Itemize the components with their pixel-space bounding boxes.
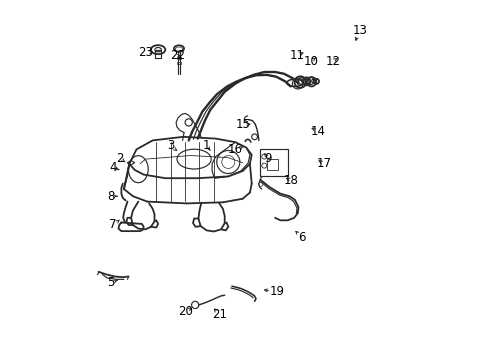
Text: 3: 3	[167, 139, 174, 152]
Bar	[155, 50, 161, 58]
Text: 4: 4	[109, 161, 117, 174]
Text: 23: 23	[138, 46, 153, 59]
Text: 17: 17	[316, 157, 330, 170]
Text: 8: 8	[107, 190, 115, 203]
Text: 21: 21	[211, 309, 226, 321]
Text: 2: 2	[116, 152, 124, 165]
Bar	[177, 62, 181, 64]
Text: 11: 11	[288, 49, 304, 62]
Text: 20: 20	[177, 305, 192, 318]
Bar	[177, 57, 181, 59]
Text: 22: 22	[170, 49, 185, 62]
Text: 6: 6	[298, 231, 305, 244]
Text: 7: 7	[109, 219, 117, 231]
Text: 12: 12	[325, 55, 340, 68]
Text: 19: 19	[269, 285, 284, 298]
Text: 1: 1	[203, 139, 210, 152]
Bar	[259, 149, 288, 176]
Text: 13: 13	[351, 24, 366, 37]
Text: 15: 15	[235, 118, 250, 131]
Text: 5: 5	[107, 276, 115, 289]
Text: 18: 18	[283, 174, 298, 186]
Text: 9: 9	[264, 152, 271, 165]
Text: 16: 16	[227, 143, 243, 156]
Text: 10: 10	[303, 55, 318, 68]
Text: 14: 14	[310, 125, 325, 138]
Bar	[266, 159, 277, 170]
